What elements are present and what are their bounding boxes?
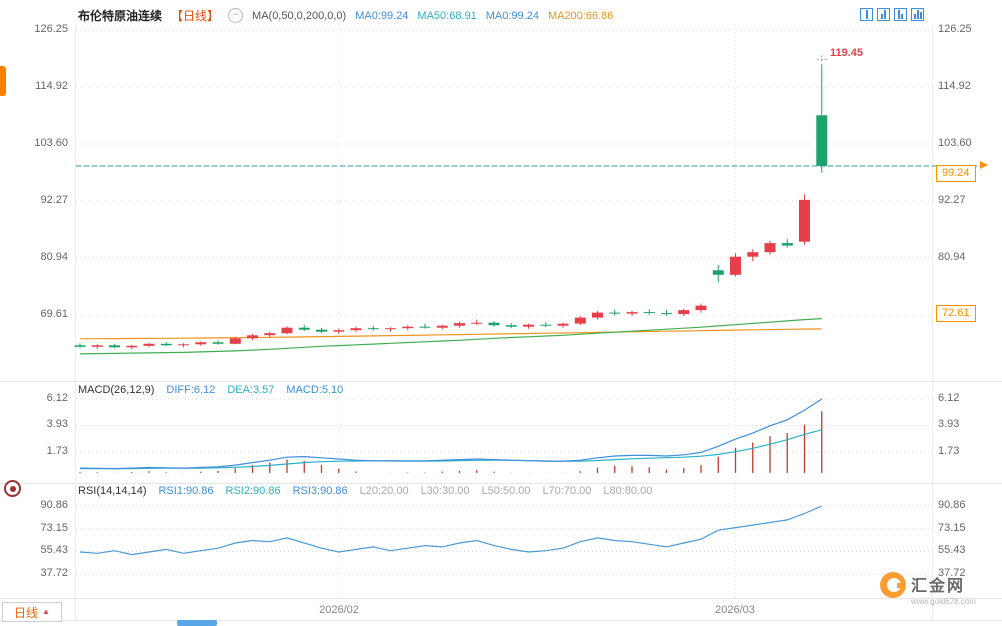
left-gauge-icon[interactable] xyxy=(4,480,21,497)
rsi2-value: RSI2:90.86 xyxy=(225,485,281,497)
macd-hist-value: MACD:5.10 xyxy=(286,384,344,396)
high-price-annotation: 119.45 xyxy=(830,47,864,59)
ma0-value-a: MA0:99.24 xyxy=(355,9,409,22)
watermark-name: 汇金网 xyxy=(911,578,966,595)
watermark-url: www.gold678.com xyxy=(911,597,976,606)
ma200-value: MA200:66.86 xyxy=(547,9,614,22)
macd-diff-value: DIFF:6.12 xyxy=(166,384,216,396)
scrollbar-fragment[interactable] xyxy=(177,620,217,626)
current-price-arrow-icon xyxy=(980,161,988,169)
arrow-up-icon: ▲ xyxy=(42,607,50,616)
rsi3-value: RSI3:90.86 xyxy=(292,485,348,497)
watermark: 汇金网 www.gold678.com xyxy=(880,572,976,606)
rsi1-value: RSI1:90.86 xyxy=(158,485,214,497)
ma50-value: MA50:68.91 xyxy=(417,9,477,22)
header-legend: 布伦特原油连续 【日线】 − MA(0,50,0,200,0,0) MA0:99… xyxy=(78,7,613,24)
rsi-l30: L30:30.00 xyxy=(420,485,470,497)
secondary-price-marker: 72.61 xyxy=(936,305,976,322)
rsi-l70: L70:70.00 xyxy=(542,485,592,497)
macd-histogram xyxy=(79,411,823,473)
rsi-l80: L80:80.00 xyxy=(603,485,653,497)
macd-dea-value: DEA:3.57 xyxy=(227,384,275,396)
symbol-name: 布伦特原油连续 xyxy=(78,9,163,23)
indicator-toggle-icon[interactable]: − xyxy=(228,8,244,23)
time-tick-mar: 2026/03 xyxy=(715,604,755,616)
layout-2-icon[interactable] xyxy=(877,8,890,21)
current-price-marker: 99.24 xyxy=(936,165,976,182)
watermark-logo-icon xyxy=(880,572,906,598)
macd-title: MACD(26,12,9) xyxy=(78,384,155,396)
layout-4-icon[interactable] xyxy=(911,8,924,21)
rsi-title: RSI(14,14,14) xyxy=(78,485,147,497)
layout-1-icon[interactable] xyxy=(860,8,873,21)
rsi-l20: L20:20.00 xyxy=(359,485,409,497)
period-tab-daily[interactable]: 日线 ▲ xyxy=(2,602,62,622)
layout-3-icon[interactable] xyxy=(894,8,907,21)
period-tab-label: 日线 xyxy=(14,605,39,620)
side-panel-handle[interactable] xyxy=(0,66,6,96)
candles[interactable] xyxy=(74,64,828,350)
ma0-value-b: MA0:99.24 xyxy=(485,9,539,22)
ma-param-label: MA(0,50,0,200,0,0) xyxy=(252,9,347,22)
rsi-l50: L50:50.00 xyxy=(481,485,531,497)
layout-toolbar xyxy=(860,8,924,21)
rsi-legend: RSI(14,14,14) RSI1:90.86 RSI2:90.86 RSI3… xyxy=(78,485,652,497)
time-tick-feb: 2026/02 xyxy=(319,604,359,616)
macd-legend: MACD(26,12,9) DIFF:6.12 DEA:3.57 MACD:5.… xyxy=(78,384,343,396)
period-tag: 【日线】 xyxy=(171,9,220,23)
